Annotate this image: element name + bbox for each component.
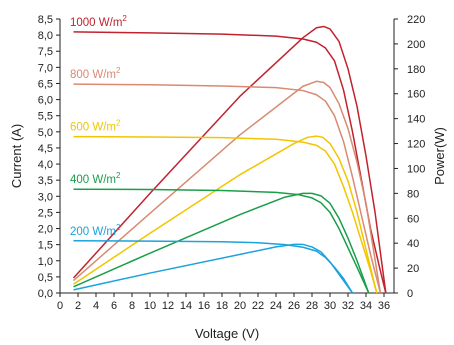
power-curve-series-1 — [72, 25, 387, 294]
power-curve-series-3 — [73, 135, 378, 294]
x-axis-ticks: 0 2 4 6 8 10 12 14 16 18 20 22 24 26 28 30 32 34 36 — [57, 293, 390, 312]
right-y-tick-label: 160 — [407, 89, 425, 101]
series-label-3: 600 W/m2 — [70, 119, 121, 134]
left-y-tick-label: 6,5 — [38, 78, 53, 90]
right-y-tick-label: 120 — [407, 139, 425, 151]
x-tick-label: 0 — [57, 300, 63, 312]
right-y-tick-label: 200 — [407, 39, 425, 51]
current-curve-series-2 — [73, 83, 382, 294]
x-tick-label: 32 — [342, 300, 354, 312]
left-y-tick-label: 0,0 — [38, 288, 53, 300]
series-label-1: 1000 W/m2 — [70, 14, 127, 29]
left-y-tick-label: 7,0 — [38, 62, 53, 74]
x-tick-label: 20 — [234, 300, 246, 312]
right-y-tick-label: 180 — [407, 64, 425, 76]
left-y-tick-label: 0,5 — [38, 272, 53, 284]
x-tick-label: 34 — [360, 300, 372, 312]
right-y-axis-ticks: 0 20 40 60 80 100 120 140 160 180 200 220 — [394, 14, 425, 300]
right-y-tick-label: 100 — [407, 163, 425, 175]
left-y-axis-title: Current (A) — [9, 124, 24, 188]
current-curve-series-3 — [73, 135, 378, 294]
left-y-tick-label: 3,5 — [38, 175, 53, 187]
right-y-tick-label: 60 — [407, 213, 419, 225]
x-tick-label: 30 — [324, 300, 336, 312]
right-y-tick-label: 40 — [407, 238, 419, 250]
x-tick-label: 8 — [129, 300, 135, 312]
right-y-tick-label: 80 — [407, 188, 419, 200]
plot-frame — [59, 19, 395, 294]
series-label-2: 800 W/m2 — [70, 66, 121, 81]
current-curve-series-4 — [73, 188, 370, 294]
x-axis-title: Voltage (V) — [195, 326, 259, 341]
left-y-tick-label: 3,0 — [38, 191, 53, 203]
series-label-4: 400 W/m2 — [70, 171, 121, 186]
x-tick-label: 18 — [216, 300, 228, 312]
left-y-tick-label: 5,5 — [38, 111, 53, 123]
left-y-tick-label: 7,5 — [38, 46, 53, 58]
x-tick-label: 4 — [93, 300, 99, 312]
x-tick-label: 28 — [306, 300, 318, 312]
x-tick-label: 24 — [270, 300, 282, 312]
left-y-tick-label: 2,0 — [38, 224, 53, 236]
x-tick-label: 6 — [111, 300, 117, 312]
left-y-tick-label: 6,0 — [38, 95, 53, 107]
left-y-tick-label: 2,5 — [38, 207, 53, 219]
right-y-tick-label: 220 — [407, 14, 425, 26]
x-tick-label: 14 — [180, 300, 192, 312]
left-y-axis-ticks: 0,0 0,5 1,0 1,5 2,0 2,5 3,0 3,5 4,0 4,5 5,0 5,5 6,0 6… — [38, 14, 60, 300]
x-tick-label: 22 — [252, 300, 264, 312]
series-labels: 1000 W/m2 800 W/m2 600 W/m2 400 W/m2 200 W/m… — [70, 14, 127, 238]
left-y-tick-label: 1,0 — [38, 256, 53, 268]
x-tick-label: 10 — [144, 300, 156, 312]
x-tick-label: 26 — [288, 300, 300, 312]
left-y-tick-label: 8,0 — [38, 30, 53, 42]
left-y-tick-label: 8,5 — [38, 14, 53, 26]
right-y-tick-label: 0 — [407, 288, 413, 300]
current-curve-series-5 — [73, 240, 354, 294]
power-curve-series-5 — [73, 243, 354, 294]
x-tick-label: 12 — [162, 300, 174, 312]
x-tick-label: 16 — [198, 300, 210, 312]
series-label-5: 200 W/m2 — [70, 223, 121, 238]
x-tick-label: 36 — [378, 300, 390, 312]
left-y-tick-label: 4,5 — [38, 143, 53, 155]
right-y-tick-label: 140 — [407, 114, 425, 126]
left-y-tick-label: 5,0 — [38, 127, 53, 139]
x-tick-label: 2 — [75, 300, 81, 312]
power-curve-series-4 — [73, 192, 370, 294]
series-layer — [72, 25, 387, 294]
right-y-axis-title: Power(W) — [432, 127, 447, 185]
power-curve-series-2 — [73, 80, 382, 294]
left-y-tick-label: 4,0 — [38, 159, 53, 171]
right-y-tick-label: 20 — [407, 263, 419, 275]
left-y-tick-label: 1,5 — [38, 240, 53, 252]
